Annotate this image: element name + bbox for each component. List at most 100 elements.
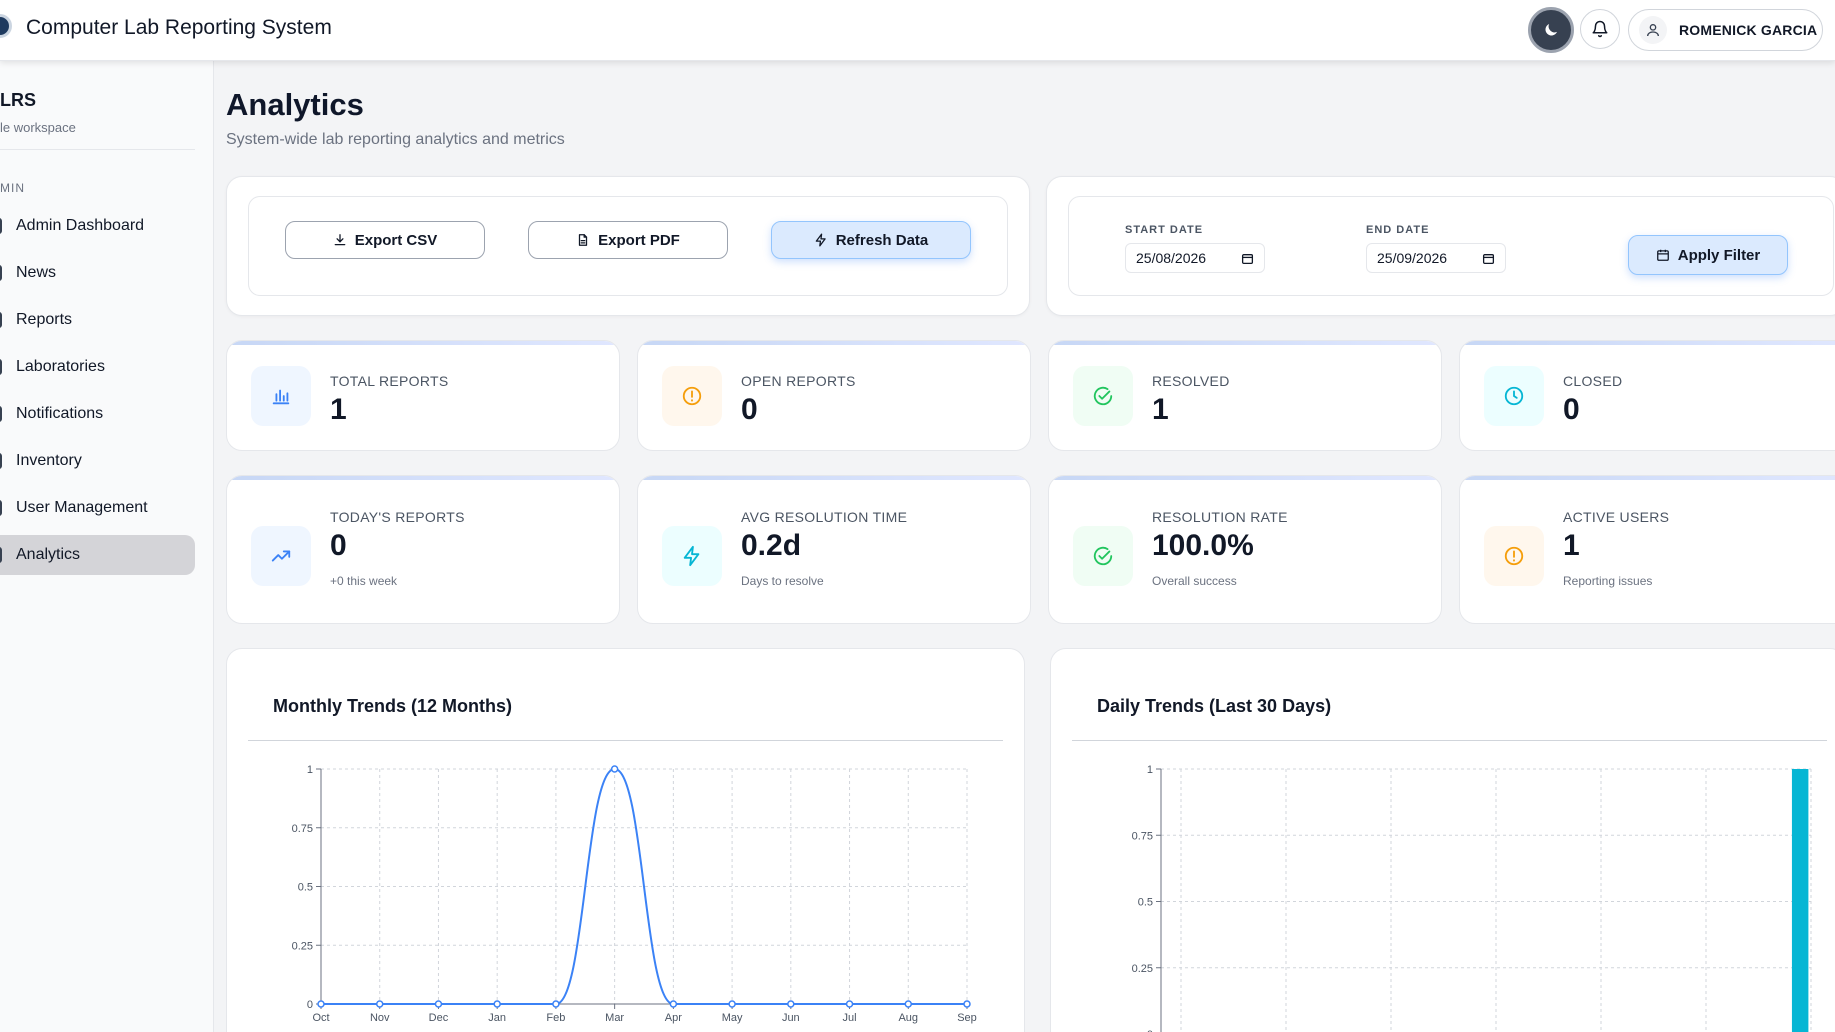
- page-subtitle: System-wide lab reporting analytics and …: [226, 131, 565, 148]
- trending-up-icon: [251, 526, 311, 586]
- data-point: [375, 1000, 384, 1008]
- stat-label: TODAY'S REPORTS: [330, 509, 465, 525]
- x-tick-label: Dec: [429, 1012, 449, 1024]
- series-line: [321, 767, 967, 1005]
- notifications-button[interactable]: [1580, 9, 1620, 49]
- x-tick-label: Jan: [488, 1012, 506, 1024]
- sidebar-item-inventory[interactable]: Inventory: [0, 441, 195, 481]
- stat-card-avg-resolution-time: AVG RESOLUTION TIME 0.2d Days to resolve: [637, 475, 1031, 624]
- lightning-icon: [815, 233, 826, 247]
- divider: [248, 740, 1003, 741]
- end-date-label: END DATE: [1366, 224, 1430, 236]
- stat-card-todays-reports: TODAY'S REPORTS 0 +0 this week: [226, 475, 620, 624]
- stat-card-active-users: ACTIVE USERS 1 Reporting issues: [1459, 475, 1835, 624]
- app-title: Computer Lab Reporting System: [26, 16, 332, 39]
- export-pdf-label: Export PDF: [598, 231, 680, 249]
- y-tick-label: 0.75: [1132, 830, 1153, 842]
- data-point: [963, 1000, 971, 1008]
- stat-label: ACTIVE USERS: [1563, 509, 1670, 525]
- end-date-value: 25/09/2026: [1377, 250, 1448, 266]
- y-tick-label: 1: [307, 764, 313, 776]
- user-icon: [1647, 24, 1659, 37]
- section-label: MIN: [0, 181, 25, 195]
- y-tick-label: 0.5: [298, 882, 313, 894]
- sidebar-item-label: Notifications: [16, 405, 104, 422]
- stat-value: 0.2d: [741, 529, 802, 562]
- date-filter: START DATE 25/08/2026 END DATE 25/09/202…: [1068, 196, 1834, 296]
- x-tick-label: Aug: [898, 1012, 918, 1024]
- refresh-data-button[interactable]: Refresh Data: [771, 221, 971, 259]
- start-date-value: 25/08/2026: [1136, 250, 1207, 266]
- x-tick-label: Sep: [957, 1012, 977, 1024]
- start-date-label: START DATE: [1125, 224, 1204, 236]
- stat-label: AVG RESOLUTION TIME: [741, 509, 908, 525]
- top-bar: Computer Lab Reporting System ROMENICK G…: [0, 0, 1835, 61]
- stat-value: 100.0%: [1152, 529, 1254, 562]
- stat-value: 0: [330, 529, 347, 562]
- sidebar-item-analytics[interactable]: Analytics: [0, 535, 195, 575]
- users-icon: [0, 500, 2, 516]
- apply-filter-button[interactable]: Apply Filter: [1628, 235, 1788, 275]
- inventory-icon: [0, 453, 2, 469]
- data-point: [493, 1000, 501, 1008]
- main-content: Analytics System-wide lab reporting anal…: [214, 61, 1835, 1032]
- sidebar-item-news[interactable]: News: [0, 253, 195, 293]
- stat-card-total-reports: TOTAL REPORTS 1: [226, 340, 620, 451]
- divider: [1072, 740, 1827, 741]
- y-tick-label: 0: [307, 999, 313, 1011]
- x-tick-label: May: [722, 1012, 743, 1024]
- sidebar-item-label: Inventory: [16, 452, 82, 469]
- stat-note: Days to resolve: [741, 574, 824, 588]
- moon-icon: [1545, 24, 1557, 36]
- export-pdf-button[interactable]: Export PDF: [528, 221, 728, 259]
- dashboard-icon: [0, 218, 2, 234]
- y-tick-label: 1: [1147, 764, 1153, 776]
- monthly-trends-card: Monthly Trends (12 Months) 0 0.25 0.5 0.75 1…: [226, 648, 1025, 1032]
- bar-chart-icon: [251, 366, 311, 426]
- avatar: [1639, 16, 1667, 44]
- app-logo-icon: [0, 14, 12, 38]
- monthly-trends-chart: 0 0.25 0.5 0.75 1 Oct Nov Dec Jan Feb Mar Apr May Jun…: [292, 764, 977, 1024]
- sidebar-nav: Admin Dashboard News Reports Laboratorie…: [0, 206, 214, 582]
- brand-subtitle: le workspace: [0, 120, 76, 135]
- sidebar-item-notifications[interactable]: Notifications: [0, 394, 195, 434]
- y-tick-label: 0.25: [1132, 963, 1153, 975]
- stat-value: 1: [1152, 393, 1169, 426]
- stat-value: 0: [741, 393, 758, 426]
- x-tick-label: Nov: [370, 1012, 390, 1024]
- check-circle-icon: [1073, 526, 1133, 586]
- export-toolbar: Export CSV Export PDF Refresh Data: [248, 196, 1008, 296]
- export-csv-label: Export CSV: [354, 231, 438, 249]
- sidebar-item-laboratories[interactable]: Laboratories: [0, 347, 195, 387]
- end-date-input[interactable]: 25/09/2026: [1366, 243, 1506, 273]
- y-tick-label: 0.75: [292, 823, 313, 835]
- bell-icon: [1592, 20, 1608, 38]
- x-tick-label: Jun: [782, 1012, 800, 1024]
- check-circle-icon: [1073, 366, 1133, 426]
- export-toolbar-card: Export CSV Export PDF Refresh Data: [226, 176, 1030, 316]
- daily-trends-chart: 0 0.25 0.5 0.75 1: [1132, 764, 1812, 1032]
- stat-card-resolution-rate: RESOLUTION RATE 100.0% Overall success: [1048, 475, 1442, 624]
- user-menu-button[interactable]: ROMENICK GARCIA: [1628, 9, 1823, 51]
- stat-card-open-reports: OPEN REPORTS 0: [637, 340, 1031, 451]
- export-csv-button[interactable]: Export CSV: [285, 221, 485, 259]
- sidebar-item-admin-dashboard[interactable]: Admin Dashboard: [0, 206, 195, 246]
- data-point: [669, 1000, 678, 1008]
- data-point: [787, 1000, 795, 1008]
- sidebar-item-label: Laboratories: [16, 358, 105, 375]
- stat-label: RESOLVED: [1152, 373, 1230, 389]
- notification-icon: [0, 406, 2, 422]
- start-date-input[interactable]: 25/08/2026: [1125, 243, 1265, 273]
- x-tick-label: Mar: [605, 1012, 624, 1024]
- user-name: ROMENICK GARCIA: [1679, 22, 1818, 38]
- stat-value: 0: [1563, 393, 1580, 426]
- stat-label: OPEN REPORTS: [741, 373, 856, 389]
- data-point: [317, 1000, 325, 1008]
- sidebar-item-reports[interactable]: Reports: [0, 300, 195, 340]
- sidebar-item-label: Reports: [16, 311, 73, 328]
- data-point: [434, 1000, 443, 1008]
- data-point: [552, 1000, 560, 1008]
- stat-label: TOTAL REPORTS: [330, 373, 449, 389]
- theme-toggle-button[interactable]: [1528, 7, 1574, 53]
- sidebar-item-user-management[interactable]: User Management: [0, 488, 195, 528]
